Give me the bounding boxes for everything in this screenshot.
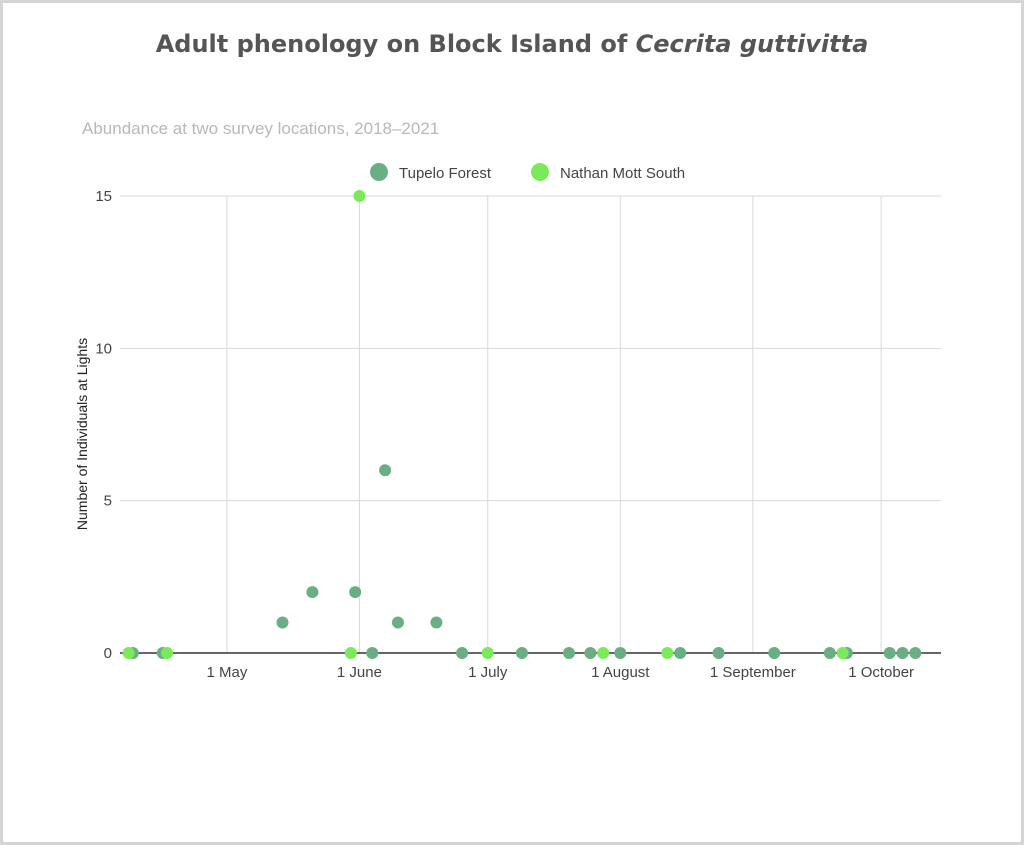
data-point-tupelo-forest — [276, 616, 289, 629]
data-point-tupelo-forest — [366, 647, 379, 659]
chart-subtitle: Abundance at two survey locations, 2018–… — [82, 119, 440, 138]
data-point-nathan-mott-south — [161, 647, 174, 659]
chart-title-text: Adult phenology on Block Island of — [155, 30, 636, 58]
data-point-tupelo-forest — [712, 647, 725, 659]
data-point-nathan-mott-south — [344, 647, 357, 659]
x-tick-label: 1 July — [468, 664, 508, 681]
x-tick-label: 1 October — [848, 664, 914, 681]
y-axis-label: Number of Individuals at Lights — [74, 338, 90, 530]
legend-label: Nathan Mott South — [560, 165, 685, 182]
data-point-nathan-mott-south — [597, 647, 610, 659]
y-tick-label: 15 — [95, 188, 112, 205]
data-point-tupelo-forest — [349, 586, 362, 599]
y-tick-label: 5 — [104, 493, 112, 510]
y-tick-label: 0 — [104, 645, 112, 662]
grid-lines — [120, 195, 941, 653]
data-point-tupelo-forest — [883, 647, 896, 659]
data-point-tupelo-forest — [306, 586, 319, 599]
data-point-tupelo-forest — [674, 647, 687, 659]
legend-marker — [531, 163, 549, 181]
data-point-tupelo-forest — [562, 647, 575, 659]
data-point-nathan-mott-south — [122, 647, 135, 659]
data-point-nathan-mott-south — [353, 190, 366, 202]
legend-label: Tupelo Forest — [399, 165, 492, 182]
x-tick-label: 1 May — [206, 664, 247, 681]
data-point-tupelo-forest — [456, 647, 469, 659]
data-point-tupelo-forest — [430, 616, 443, 629]
legend-marker — [370, 163, 388, 181]
data-points — [122, 190, 922, 659]
chart-title-species: Cecrita guttivitta — [635, 30, 869, 58]
x-tick-label: 1 August — [591, 664, 650, 681]
data-point-tupelo-forest — [896, 647, 909, 659]
data-point-tupelo-forest — [515, 647, 528, 659]
x-tick-label: 1 June — [337, 664, 382, 681]
data-point-tupelo-forest — [584, 647, 597, 659]
chart-title: Adult phenology on Block Island of Cecri… — [0, 30, 1024, 58]
data-point-tupelo-forest — [379, 464, 392, 477]
data-point-tupelo-forest — [614, 647, 627, 659]
data-point-tupelo-forest — [768, 647, 781, 659]
data-point-tupelo-forest — [909, 647, 922, 659]
x-tick-label: 1 September — [710, 664, 796, 681]
data-point-tupelo-forest — [391, 616, 404, 629]
data-point-nathan-mott-south — [481, 647, 494, 659]
y-tick-label: 10 — [95, 340, 112, 357]
data-point-nathan-mott-south — [661, 647, 674, 659]
axes: 0 5 10 15 1 May 1 June 1 July 1 August 1 Septemb… — [95, 188, 941, 681]
legend: Tupelo Forest Nathan Mott South — [370, 163, 685, 182]
data-point-tupelo-forest — [823, 647, 836, 659]
data-point-nathan-mott-south — [836, 647, 849, 659]
